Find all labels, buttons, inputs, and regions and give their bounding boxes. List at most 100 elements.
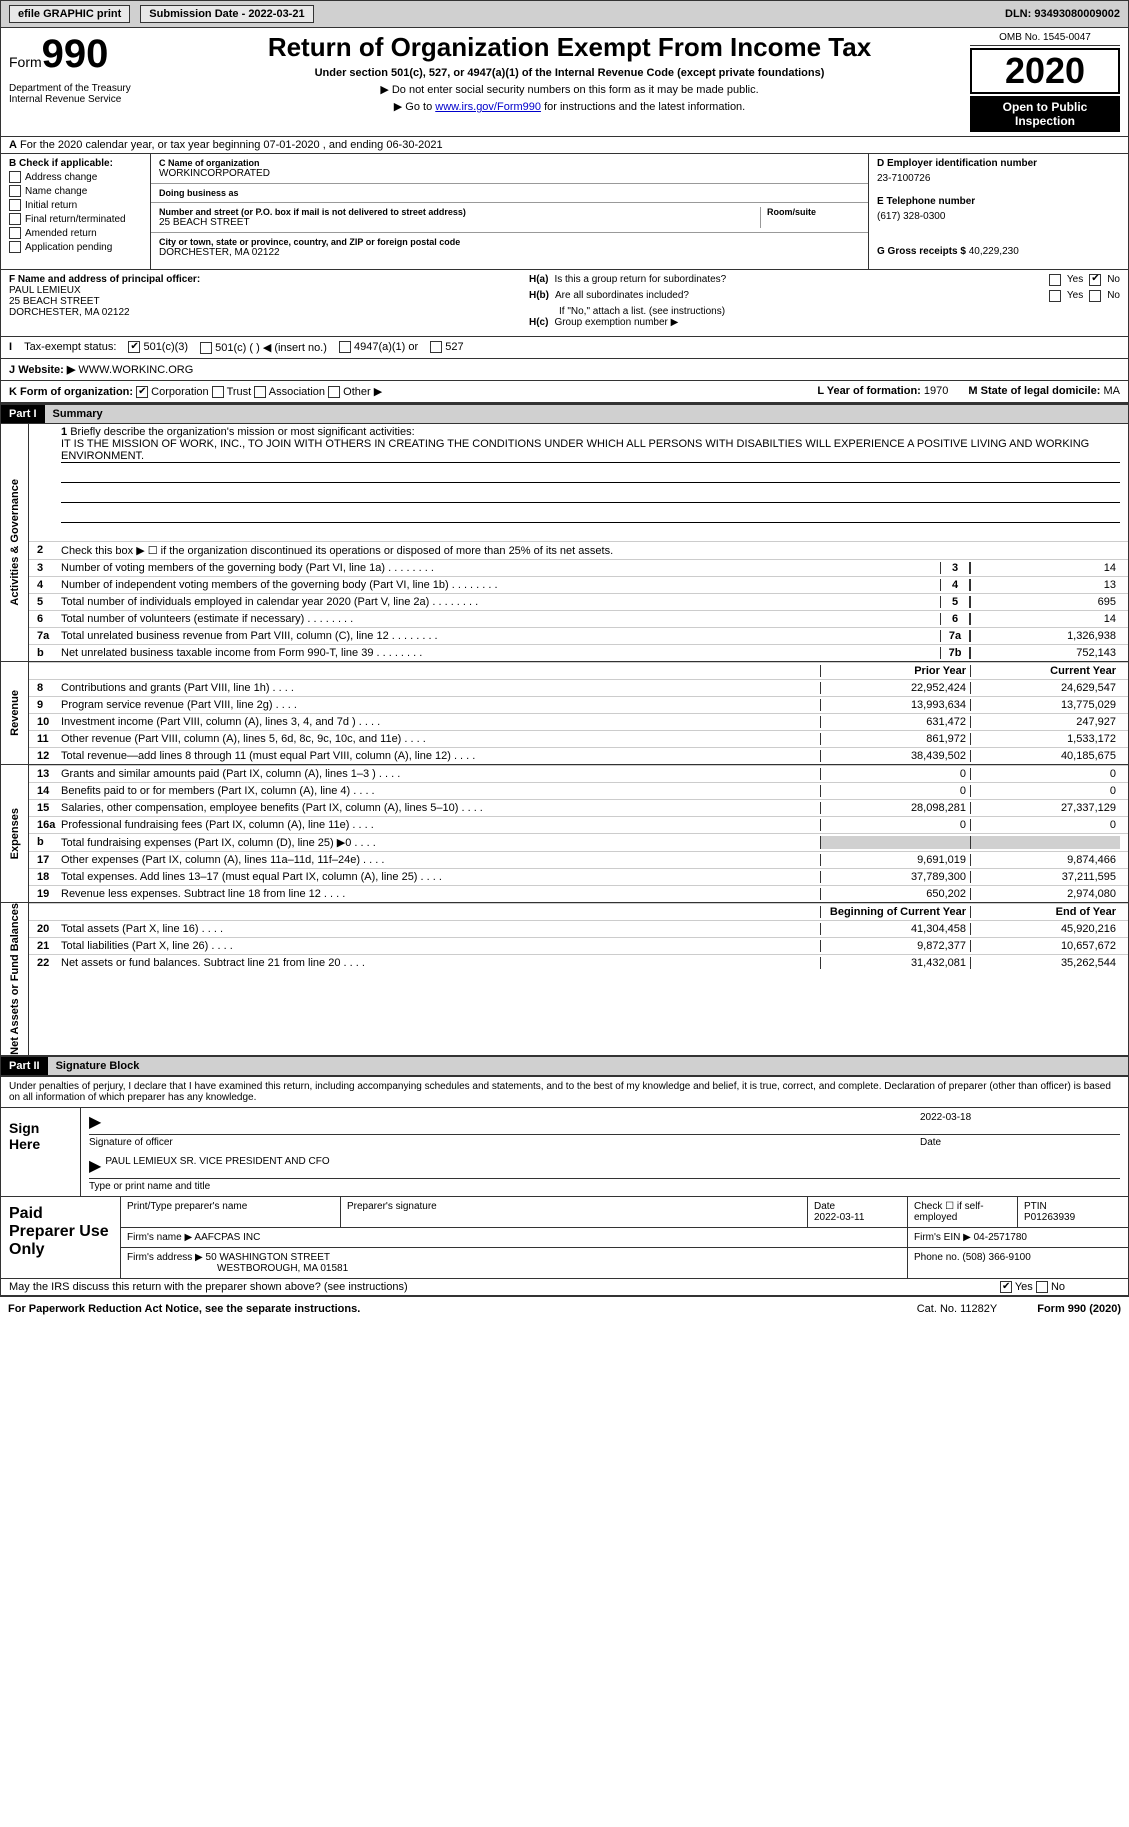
chk-initial-return[interactable]: Initial return	[9, 199, 142, 211]
discuss-no-chk[interactable]	[1036, 1281, 1048, 1293]
firm-name: AAFCPAS INC	[194, 1232, 260, 1243]
row-fh: F Name and address of principal officer:…	[0, 270, 1129, 337]
ha-yes-chk[interactable]	[1049, 274, 1061, 286]
sig-of-officer-label: Signature of officer	[89, 1137, 920, 1148]
form-title: Return of Organization Exempt From Incom…	[179, 32, 960, 63]
form-number: 990	[42, 32, 109, 76]
prep-date: 2022-03-11	[814, 1212, 864, 1223]
dln-text: DLN: 93493080009002	[1005, 8, 1120, 20]
chk-amended-return[interactable]: Amended return	[9, 227, 142, 239]
gov-line: 3Number of voting members of the governi…	[29, 559, 1128, 576]
officer-signed-name: PAUL LEMIEUX SR. VICE PRESIDENT AND CFO	[105, 1156, 329, 1176]
chk-527[interactable]	[430, 341, 442, 353]
street-cell: Number and street (or P.O. box if mail i…	[151, 203, 868, 233]
summary-line: 21Total liabilities (Part X, line 26) . …	[29, 937, 1128, 954]
state-label: M State of legal domicile:	[968, 385, 1100, 397]
col-prior: Prior Year	[820, 665, 970, 677]
firm-ein-label: Firm's EIN ▶	[914, 1232, 971, 1243]
mission-block: 1 Briefly describe the organization's mi…	[29, 424, 1128, 541]
chk-501c3[interactable]	[128, 341, 140, 353]
summary-line: 20Total assets (Part X, line 16) . . . .…	[29, 920, 1128, 937]
firm-phone: (508) 366-9100	[962, 1252, 1030, 1263]
prep-name-label: Print/Type preparer's name	[121, 1197, 341, 1227]
chk-trust[interactable]	[212, 386, 224, 398]
row-j: J Website: ▶ WWW.WORKINC.ORG	[0, 359, 1129, 381]
part-1-num: Part I	[1, 405, 45, 423]
firm-phone-label: Phone no.	[914, 1252, 960, 1263]
chk-address-change[interactable]: Address change	[9, 171, 142, 183]
self-employed-chk[interactable]: Check ☐ if self-employed	[908, 1197, 1018, 1227]
type-name-label: Type or print name and title	[89, 1181, 1120, 1192]
chk-final-return[interactable]: Final return/terminated	[9, 213, 142, 225]
row-i: ITax-exempt status: 501(c)(3) 501(c) ( )…	[0, 337, 1129, 359]
discuss-text: May the IRS discuss this return with the…	[9, 1281, 1000, 1293]
row-k: K Form of organization: Corporation Trus…	[0, 381, 1129, 404]
box-f-label: F Name and address of principal officer:	[9, 274, 513, 285]
room-label: Room/suite	[767, 207, 860, 217]
ha-no-chk[interactable]	[1089, 274, 1101, 286]
footer-cat: Cat. No. 11282Y	[917, 1303, 998, 1315]
paid-preparer-label: Paid Preparer Use Only	[1, 1197, 121, 1278]
footer-left: For Paperwork Reduction Act Notice, see …	[8, 1303, 360, 1315]
expenses-section: Expenses 13Grants and similar amounts pa…	[0, 765, 1129, 903]
summary-line: 17Other expenses (Part IX, column (A), l…	[29, 851, 1128, 868]
chk-assoc[interactable]	[254, 386, 266, 398]
signature-block: Under penalties of perjury, I declare th…	[0, 1076, 1129, 1296]
hb-yes-chk[interactable]	[1049, 290, 1061, 302]
chk-other[interactable]	[328, 386, 340, 398]
officer-addr1: 25 BEACH STREET	[9, 296, 513, 307]
chk-4947[interactable]	[339, 341, 351, 353]
submission-date-button[interactable]: Submission Date - 2022-03-21	[140, 5, 313, 23]
phone-value: (617) 328-0300	[877, 207, 1120, 226]
city-value: DORCHESTER, MA 02122	[159, 247, 860, 258]
part-2-num: Part II	[1, 1057, 48, 1075]
hb-note: If "No," attach a list. (see instruction…	[559, 306, 1120, 317]
part-2-title: Signature Block	[48, 1057, 1128, 1075]
form-word: Form	[9, 54, 42, 70]
discuss-yes-chk[interactable]	[1000, 1281, 1012, 1293]
hb-no-chk[interactable]	[1089, 290, 1101, 302]
dba-label: Doing business as	[159, 188, 860, 198]
chk-corp[interactable]	[136, 386, 148, 398]
gov-line: bNet unrelated business taxable income f…	[29, 644, 1128, 661]
chk-501c[interactable]	[200, 342, 212, 354]
state-value: MA	[1104, 385, 1121, 397]
summary-line: 15Salaries, other compensation, employee…	[29, 799, 1128, 816]
date-label: Date	[920, 1137, 1120, 1148]
street-value: 25 BEACH STREET	[159, 217, 760, 228]
gov-line: 7aTotal unrelated business revenue from …	[29, 627, 1128, 644]
mission-blank	[61, 489, 1120, 503]
sig-arrow-icon: ▶	[89, 1156, 101, 1176]
officer-addr2: DORCHESTER, MA 02122	[9, 307, 513, 318]
form-number-block: Form990 Department of the Treasury Inter…	[9, 32, 169, 105]
gov-line: 6Total number of volunteers (estimate if…	[29, 610, 1128, 627]
mission-label: Briefly describe the organization's miss…	[70, 426, 414, 438]
col-boy: Beginning of Current Year	[820, 906, 970, 918]
firm-name-label: Firm's name ▶	[127, 1232, 192, 1243]
prep-date-label: Date	[814, 1201, 835, 1212]
form990-link[interactable]: www.irs.gov/Form990	[435, 101, 541, 113]
page-footer: For Paperwork Reduction Act Notice, see …	[0, 1296, 1129, 1321]
chk-application-pending[interactable]: Application pending	[9, 241, 142, 253]
row-a-text: For the 2020 calendar year, or tax year …	[20, 139, 443, 151]
summary-line: 10Investment income (Part VIII, column (…	[29, 713, 1128, 730]
year-formation-label: L Year of formation:	[817, 385, 921, 397]
part-1-header: Part I Summary	[0, 404, 1129, 424]
summary-line: bTotal fundraising expenses (Part IX, co…	[29, 833, 1128, 851]
sign-here-label: Sign Here	[1, 1108, 81, 1196]
org-name: WORKINCORPORATED	[159, 168, 860, 179]
city-label: City or town, state or province, country…	[159, 237, 860, 247]
summary-line: 19Revenue less expenses. Subtract line 1…	[29, 885, 1128, 902]
summary-line: 22Net assets or fund balances. Subtract …	[29, 954, 1128, 971]
instr-1: ▶ Do not enter social security numbers o…	[179, 83, 960, 96]
form-org-label: K Form of organization:	[9, 386, 133, 398]
chk-name-change[interactable]: Name change	[9, 185, 142, 197]
ptin-value: P01263939	[1024, 1212, 1075, 1223]
gov-line: 5Total number of individuals employed in…	[29, 593, 1128, 610]
efile-print-button[interactable]: efile GRAPHIC print	[9, 5, 130, 23]
dept-text: Department of the Treasury Internal Reve…	[9, 83, 169, 105]
block-bcd: B Check if applicable: Address change Na…	[0, 154, 1129, 270]
open-to-public: Open to Public Inspection	[970, 96, 1120, 132]
box-h: H(a)Is this a group return for subordina…	[521, 270, 1128, 336]
side-netassets: Net Assets or Fund Balances	[1, 903, 29, 1055]
